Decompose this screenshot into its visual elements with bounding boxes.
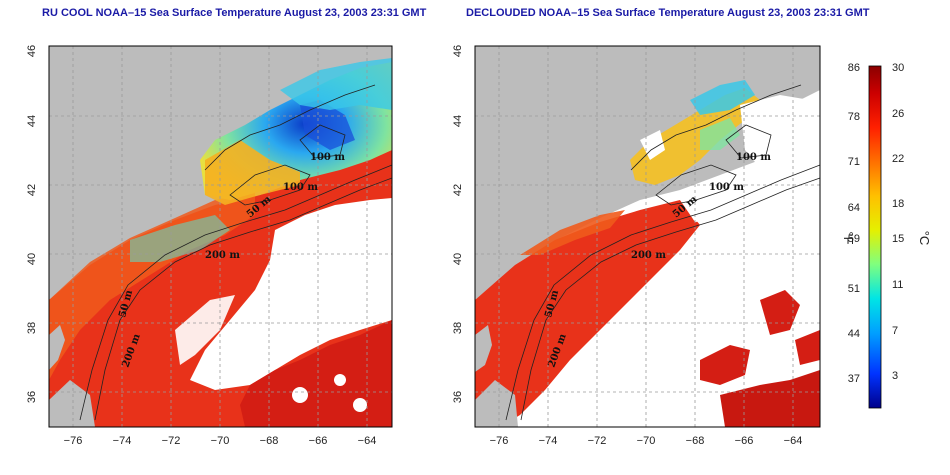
celsius-tick: 22 [892,153,904,165]
lon-axis: −76 −74 −72 −70 −68 −66 −64 [64,435,377,447]
georges-bank-water [205,140,300,205]
bathymetry-contours [505,84,821,421]
right-map-panel: 100 m 100 m 50 m 200 m 50 m 200 m 36 38 … [452,45,821,447]
lat-tick-label: 40 [26,253,38,265]
lat-tick-label: 44 [26,115,38,127]
lon-tick-label: −76 [64,435,83,447]
lon-tick-label: −64 [784,435,803,447]
contour-label: 100 m [736,152,771,163]
lon-tick-label: −66 [735,435,754,447]
contour-label: 100 m [709,182,744,193]
cloud-mask [740,95,820,170]
left-map-panel: 100 m 100 m 50 m 200 m 50 m 200 m 36 38 … [26,45,393,447]
lon-tick-label: −74 [539,435,558,447]
bathymetry-contours [79,84,393,421]
lat-tick-label: 44 [452,115,464,127]
map-frame [48,45,393,428]
contour-label: 200 m [205,250,240,261]
lat-tick-label: 40 [452,253,464,265]
gulf-stream-patch [795,330,820,365]
celsius-tick: 18 [892,198,904,210]
shelf-water [520,210,625,255]
fahrenheit-tick: 51 [848,283,860,295]
gulf-stream-patch [720,370,820,427]
lon-tick-label: −68 [686,435,705,447]
lon-tick-label: −72 [588,435,607,447]
lon-tick-label: −72 [162,435,181,447]
contour-label: 100 m [283,182,318,193]
colorbar: 86 78 71 64 59 51 44 37 30 26 22 18 15 1… [841,62,932,409]
fahrenheit-tick: 37 [848,373,860,385]
celsius-tick: 30 [892,62,904,74]
right-panel-title: DECLOUDED NOAA–15 Sea Surface Temperatur… [466,7,870,19]
fahrenheit-tick: 86 [848,62,860,74]
fahrenheit-unit-label: °F [841,231,856,244]
lat-tick-label: 42 [452,184,464,196]
lon-tick-label: −70 [211,435,230,447]
lon-tick-label: −64 [358,435,377,447]
cloud-mask [680,180,750,222]
celsius-tick: 11 [892,279,903,291]
lon-tick-label: −68 [260,435,279,447]
left-panel-title: RU COOL NOAA–15 Sea Surface Temperature … [42,7,427,19]
lat-tick-label: 46 [452,45,464,57]
cool-patch [700,118,740,150]
lat-tick-label: 46 [26,45,38,57]
southern-land [49,380,95,427]
lon-tick-label: −66 [309,435,328,447]
scotian-shelf-water [690,80,755,115]
fahrenheit-tick: 44 [848,328,860,340]
lon-tick-label: −70 [637,435,656,447]
lat-tick-label: 42 [26,184,38,196]
map-frame [474,45,821,428]
contour-label: 100 m [310,152,345,163]
cold-pool [300,100,355,150]
cloud-speck [353,398,367,412]
lon-tick-label: −76 [490,435,509,447]
chesapeake-land [475,325,492,372]
celsius-tick: 3 [892,370,898,382]
gulf-stream-patch [700,345,750,385]
cloud-speck [292,387,308,403]
lat-tick-label: 38 [26,322,38,334]
lon-axis: −76 −74 −72 −70 −68 −66 −64 [490,435,803,447]
lat-tick-label: 38 [452,322,464,334]
lat-axis: 36 38 40 42 44 46 [26,45,38,403]
lon-tick-label: −74 [113,435,132,447]
gulf-stream-patch [760,290,800,335]
cloud-speck [334,374,346,386]
fahrenheit-tick: 59 [848,233,860,245]
celsius-unit-label: °C [917,231,932,246]
shelf-break-streak [130,215,230,262]
gulf-stream-water [240,320,392,427]
lat-tick-label: 36 [452,391,464,403]
fahrenheit-tick: 71 [848,156,860,168]
lat-tick-label: 36 [26,391,38,403]
celsius-tick: 15 [892,233,904,245]
celsius-tick: 26 [892,108,904,120]
contour-label: 200 m [631,250,666,261]
fahrenheit-tick: 78 [848,111,860,123]
colorbar-gradient [868,65,882,409]
cloud-cover [190,198,392,390]
chesapeake-land [49,325,65,370]
fahrenheit-tick: 64 [848,202,860,214]
scotian-shelf-water [280,58,392,110]
celsius-tick: 7 [892,325,898,337]
lat-axis: 36 38 40 42 44 46 [452,45,464,403]
